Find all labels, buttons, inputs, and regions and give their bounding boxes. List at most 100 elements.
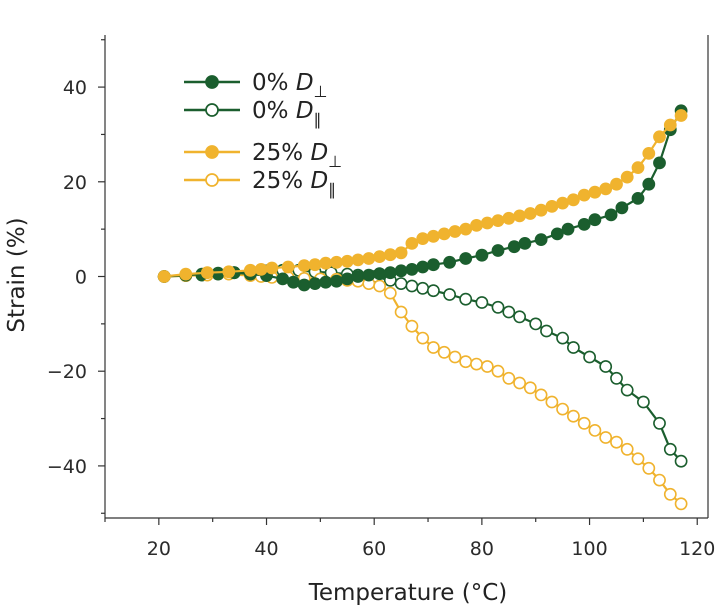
legend-label-subscript: ⊥ [328, 152, 342, 171]
data-point [351, 253, 365, 267]
data-point [330, 274, 343, 288]
y-tick-label: −40 [47, 456, 87, 478]
legend-label-text: 25% [252, 140, 310, 166]
data-point [502, 305, 516, 319]
data-point [426, 229, 440, 243]
data-point [637, 395, 650, 409]
legend-label: 25% D⊥ [252, 140, 342, 171]
data-point [222, 265, 236, 279]
data-point [437, 227, 451, 241]
data-point [351, 270, 365, 283]
data-point [513, 209, 526, 223]
data-point [470, 218, 483, 232]
data-point [567, 341, 580, 354]
data-point [383, 286, 397, 300]
legend-label-subscript: ∥ [314, 110, 322, 129]
data-point [459, 355, 473, 369]
data-point [674, 109, 688, 122]
legend-label: 0% D∥ [252, 98, 322, 129]
data-point [394, 305, 408, 319]
data-point [631, 161, 645, 174]
y-tick-label: 20 [63, 172, 87, 194]
y-tick-label: −20 [47, 361, 87, 383]
data-point [394, 277, 408, 290]
data-point [642, 146, 656, 160]
data-point [179, 267, 193, 281]
data-point [674, 454, 688, 468]
series-3 [157, 267, 688, 511]
legend-label-subscript: ∥ [328, 180, 336, 199]
data-point [642, 461, 656, 475]
legend-label-variable: D [310, 168, 328, 194]
data-point [610, 371, 623, 385]
legend-label-variable: D [296, 98, 314, 124]
data-point [480, 216, 494, 230]
data-point [577, 416, 591, 430]
data-point [383, 266, 397, 280]
data-point [620, 170, 634, 184]
data-point [340, 254, 354, 268]
series-0 [157, 104, 688, 292]
data-point [534, 203, 548, 217]
series-line [164, 110, 683, 287]
data-point [674, 497, 688, 511]
legend-label-text: 25% [252, 168, 310, 194]
data-point [588, 185, 602, 199]
legend-marker [205, 103, 219, 117]
data-point [588, 213, 602, 227]
data-point [540, 324, 553, 338]
legend-marker [205, 173, 219, 187]
data-point [567, 409, 580, 423]
legend-marker [205, 145, 219, 159]
data-point [459, 292, 473, 306]
data-point [297, 259, 311, 272]
legend-label-text: 0% [252, 98, 296, 124]
data-point [330, 255, 343, 269]
data-point [567, 193, 580, 207]
data-point [588, 423, 602, 437]
data-point [663, 487, 677, 501]
data-point [373, 279, 386, 293]
data-point [405, 236, 419, 250]
data-point [653, 130, 666, 144]
data-point [383, 248, 397, 262]
data-point [599, 182, 613, 196]
data-point [416, 281, 430, 295]
data-point [405, 279, 419, 293]
y-tick-label: 0 [75, 267, 87, 289]
data-point [276, 272, 290, 286]
data-point [416, 260, 430, 274]
data-point [556, 196, 569, 210]
x-axis-title: Temperature (°C) [308, 580, 508, 606]
series-2 [157, 109, 688, 283]
data-point [362, 268, 376, 282]
series-line [164, 114, 682, 278]
legend-label: 0% D⊥ [252, 70, 327, 101]
data-point [286, 275, 300, 289]
data-point [604, 208, 618, 222]
data-point [480, 360, 494, 373]
data-point [610, 177, 623, 191]
data-point [265, 261, 279, 275]
data-point [491, 300, 505, 314]
x-tick-label: 120 [679, 538, 715, 560]
data-point [491, 364, 505, 378]
data-point [475, 296, 489, 309]
data-point [523, 381, 537, 395]
x-tick-label: 100 [571, 538, 607, 560]
data-point [448, 350, 462, 364]
data-point [491, 214, 505, 227]
data-point [534, 388, 548, 402]
data-point [529, 317, 543, 331]
data-point [297, 278, 311, 292]
legend-label-variable: D [296, 70, 314, 96]
data-point [577, 188, 591, 202]
data-point [615, 201, 629, 215]
data-point [459, 252, 473, 265]
data-point [631, 191, 645, 205]
data-point [599, 431, 613, 444]
series-line [164, 273, 682, 505]
data-point [426, 284, 440, 298]
data-point [545, 199, 559, 213]
